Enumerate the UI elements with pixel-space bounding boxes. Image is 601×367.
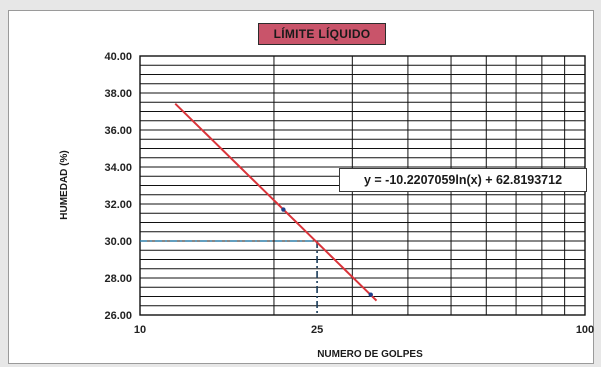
trendline-equation: y = -10.2207059ln(x) + 62.8193712: [339, 168, 587, 192]
x-axis-label: NUMERO DE GOLPES: [317, 349, 423, 360]
chart-title: LÍMITE LÍQUIDO: [258, 23, 386, 45]
y-tick-label: 36.00: [104, 125, 132, 137]
x-axis-ticks: 10 25 100: [134, 324, 594, 336]
y-tick-label: 26.00: [104, 310, 132, 322]
y-axis-ticks: 40.00 38.00 36.00 34.00 32.00 30.00 28.00 26.00: [104, 51, 132, 322]
y-tick-label: 30.00: [104, 236, 132, 248]
x-tick-label: 25: [311, 324, 323, 336]
data-points: [281, 207, 373, 297]
y-tick-label: 28.00: [104, 273, 132, 285]
y-tick-label: 32.00: [104, 199, 132, 211]
y-tick-label: 38.00: [104, 88, 132, 100]
data-point: [281, 207, 286, 212]
y-tick-label: 34.00: [104, 162, 132, 174]
x-tick-label: 10: [134, 324, 146, 336]
trendline: [174, 102, 378, 302]
y-axis-label: HUMEDAD (%): [59, 150, 70, 219]
y-tick-label: 40.00: [104, 51, 132, 63]
reference-lines: [140, 240, 318, 315]
data-point: [368, 292, 373, 297]
trendline-group: [174, 102, 378, 302]
x-tick-label: 100: [576, 324, 594, 336]
